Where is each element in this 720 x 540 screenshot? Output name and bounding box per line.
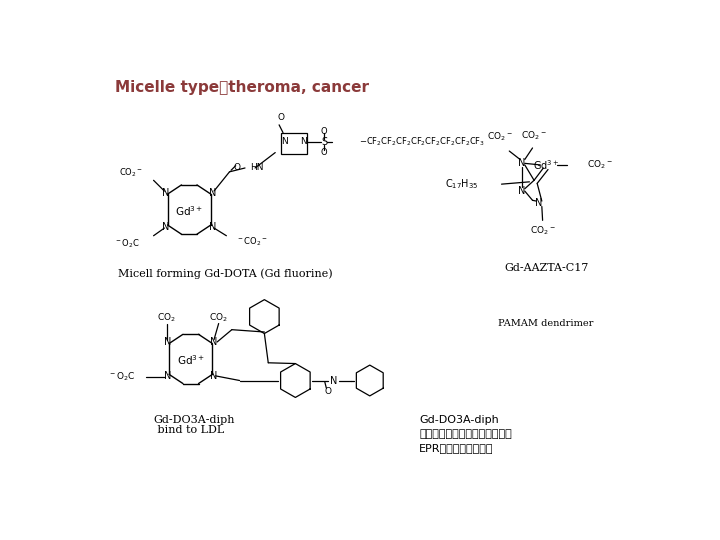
Text: −CF$_2$CF$_2$CF$_2$CF$_2$CF$_2$CF$_2$CF$_2$CF$_3$: −CF$_2$CF$_2$CF$_2$CF$_2$CF$_2$CF$_2$CF$…: [359, 136, 485, 148]
Text: N: N: [164, 337, 171, 347]
Text: N: N: [518, 158, 526, 168]
Text: N: N: [330, 375, 338, 386]
Text: CO$_2$$^-$: CO$_2$$^-$: [521, 130, 547, 142]
Text: $^-$O$_2$C: $^-$O$_2$C: [114, 237, 140, 249]
Text: N: N: [300, 137, 307, 146]
Text: Gd-AAZTA-C17: Gd-AAZTA-C17: [505, 264, 589, 273]
Text: Gd$^{3+}$: Gd$^{3+}$: [176, 354, 204, 367]
Text: N: N: [281, 137, 288, 146]
Text: $^-$CO$_2$$^-$: $^-$CO$_2$$^-$: [235, 235, 267, 248]
Text: N: N: [162, 221, 170, 232]
Text: N: N: [210, 337, 217, 347]
Text: O: O: [325, 387, 331, 396]
Text: HN: HN: [251, 163, 264, 172]
Text: N: N: [164, 371, 171, 381]
Text: $^-$O$_2$C: $^-$O$_2$C: [107, 370, 135, 383]
Text: S: S: [321, 137, 327, 147]
Text: Gd-DO3A-diph
アビジンと結合して巨大複合体
EPR効果でがんに蓄積: Gd-DO3A-diph アビジンと結合して巨大複合体 EPR効果でがんに蓄積: [419, 415, 512, 453]
Text: O: O: [234, 163, 240, 172]
Text: O: O: [320, 148, 328, 157]
Text: N: N: [209, 187, 216, 198]
Text: Micelle type：theroma, cancer: Micelle type：theroma, cancer: [114, 80, 369, 95]
Text: CO$_2$$^-$: CO$_2$$^-$: [587, 159, 613, 171]
Text: O: O: [277, 113, 284, 122]
Text: N: N: [518, 186, 526, 196]
Text: Gd-DO3A-diph: Gd-DO3A-diph: [153, 415, 235, 425]
Text: Gd$^{3+}$: Gd$^{3+}$: [534, 158, 559, 172]
Text: CO$_2$$^-$: CO$_2$$^-$: [487, 131, 513, 144]
Bar: [281, 132, 307, 154]
Text: CO$_2$: CO$_2$: [210, 311, 228, 323]
Text: N: N: [535, 198, 542, 208]
Text: C$_{17}$H$_{35}$: C$_{17}$H$_{35}$: [445, 177, 478, 191]
Text: CO$_2$$^-$: CO$_2$$^-$: [119, 166, 143, 179]
Text: CO$_2$: CO$_2$: [157, 311, 176, 323]
Text: bind to LDL: bind to LDL: [153, 425, 224, 435]
Text: N: N: [209, 221, 216, 232]
Text: PAMAM dendrimer: PAMAM dendrimer: [498, 319, 594, 328]
Text: N: N: [210, 371, 217, 381]
Text: CO$_2$$^-$: CO$_2$$^-$: [530, 225, 555, 238]
Text: Gd$^{3+}$: Gd$^{3+}$: [175, 204, 203, 218]
Text: N: N: [162, 187, 170, 198]
Text: O: O: [320, 126, 328, 136]
Text: Micell forming Gd-DOTA (Gd fluorine): Micell forming Gd-DOTA (Gd fluorine): [118, 269, 333, 279]
